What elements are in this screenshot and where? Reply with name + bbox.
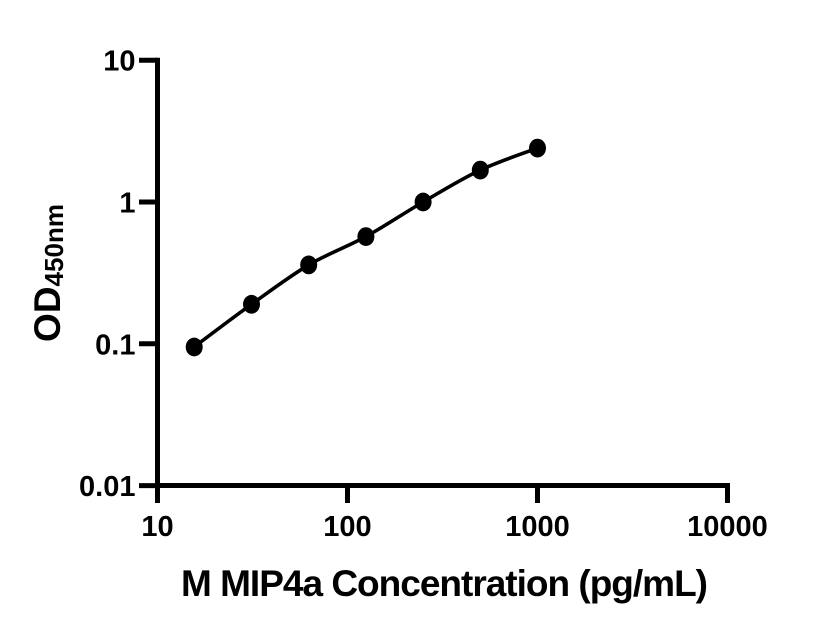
data-point-marker: [471, 160, 489, 180]
y-tick-label: 0.1: [95, 329, 135, 361]
axes-layer: [155, 57, 730, 488]
data-point-marker: [414, 192, 432, 212]
tick-layer: [139, 57, 730, 503]
series-layer: [185, 138, 546, 357]
x-tick-label: 10: [141, 511, 173, 543]
y-axis-title-base: OD: [27, 286, 68, 342]
data-point-marker: [529, 138, 546, 158]
y-tick-label: 10: [103, 46, 135, 78]
data-point-marker: [357, 227, 375, 247]
standard-curve-line: [193, 146, 539, 349]
y-tick-label: 1: [119, 188, 135, 220]
data-point-marker: [243, 294, 260, 314]
data-point-marker: [185, 337, 203, 357]
x-tick-label: 1000: [505, 511, 570, 543]
y-axis-title: OD450nm: [27, 204, 69, 342]
y-tick-label: 0.01: [79, 471, 135, 503]
data-point-marker: [300, 255, 318, 275]
x-axis-title: M MIP4a Concentration (pg/mL): [181, 563, 707, 604]
x-tick-label: 100: [323, 511, 371, 543]
x-tick-label: 10000: [687, 511, 768, 543]
y-axis-title-subscript: 450nm: [39, 204, 69, 286]
